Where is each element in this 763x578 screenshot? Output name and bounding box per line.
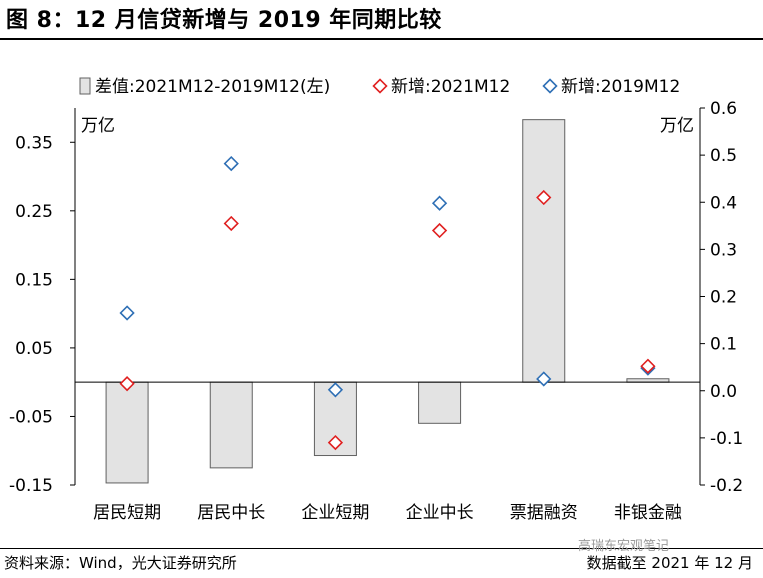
right-tick-label: -0.2	[710, 476, 743, 496]
right-tick-label: 0.6	[710, 99, 737, 119]
legend-swatch-2019m12	[542, 78, 558, 94]
category-label: 居民短期	[93, 503, 161, 523]
right-tick-label: -0.1	[710, 429, 743, 449]
left-tick-label: 0.05	[15, 339, 53, 359]
bar	[105, 381, 149, 484]
bar	[209, 381, 253, 469]
title-rule	[0, 38, 763, 40]
point-2021m12	[327, 434, 344, 451]
point-2019m12	[536, 371, 552, 387]
bar	[418, 381, 462, 424]
point-2019m12	[119, 305, 135, 321]
category-label: 企业中长	[406, 503, 474, 523]
category-label: 居民中长	[197, 503, 265, 523]
left-tick-label: 0.25	[15, 202, 53, 222]
right-tick-label: 0.1	[710, 335, 737, 355]
point-2021m12	[640, 358, 656, 374]
right-tick-label: 0.4	[710, 193, 737, 213]
category-label: 非银金融	[614, 503, 682, 523]
point-2019m12	[431, 195, 448, 211]
legend-label-2021m12: 新增:2021M12	[391, 77, 510, 97]
left-axis-unit: 万亿	[81, 116, 115, 136]
left-tick-label: -0.15	[9, 476, 53, 496]
legend: 差值:2021M12-2019M12(左) 新增:2021M12 新增:2019M1…	[79, 77, 680, 97]
legend-label-2019m12: 新增:2019M12	[561, 77, 680, 97]
right-axis-unit: 万亿	[660, 116, 694, 136]
category-label: 票据融资	[510, 503, 578, 523]
point-2019m12	[327, 382, 344, 398]
points	[119, 155, 656, 451]
category-labels: 居民短期 居民中长 企业短期 企业中长 票据融资 非银金融	[93, 503, 682, 523]
point-2019m12	[223, 155, 239, 172]
left-axis: -0.15 -0.05 0.05 0.15 0.25 0.35 万亿	[9, 108, 115, 496]
right-tick-label: 0.3	[710, 240, 737, 260]
legend-swatch-bar	[79, 77, 91, 95]
right-tick-label: 0.2	[710, 288, 737, 308]
footer-rule	[0, 548, 763, 549]
left-tick-label: -0.05	[9, 407, 53, 427]
chart-title: 图 8：12 月信贷新增与 2019 年同期比较	[6, 8, 442, 33]
right-tick-label: 0.5	[710, 146, 737, 166]
point-2021m12	[536, 189, 552, 206]
point-2021m12	[431, 222, 448, 239]
legend-label-bar: 差值:2021M12-2019M12(左)	[95, 77, 330, 97]
category-label: 企业短期	[301, 503, 369, 523]
left-tick-label: 0.15	[15, 270, 53, 290]
point-2021m12	[223, 215, 239, 232]
bar	[626, 378, 670, 383]
source-note: 资料来源：Wind，光大证券研究所	[4, 554, 237, 572]
bar	[522, 119, 566, 383]
watermark: 高瑞东宏观笔记	[578, 539, 670, 554]
data-cutoff-note: 数据截至 2021 年 12 月	[586, 554, 753, 572]
right-axis: -0.2 -0.1 0.0 0.1 0.2 0.3 0.4 0.5 0.6 万亿	[660, 99, 743, 496]
legend-swatch-2021m12	[372, 78, 388, 94]
bars	[105, 119, 670, 484]
chart-canvas: 差值:2021M12-2019M12(左) 新增:2021M12 新增:2019M1…	[9, 77, 743, 523]
point-2021m12	[119, 376, 135, 392]
right-tick-label: 0.0	[710, 382, 737, 402]
left-tick-label: 0.35	[15, 133, 53, 153]
